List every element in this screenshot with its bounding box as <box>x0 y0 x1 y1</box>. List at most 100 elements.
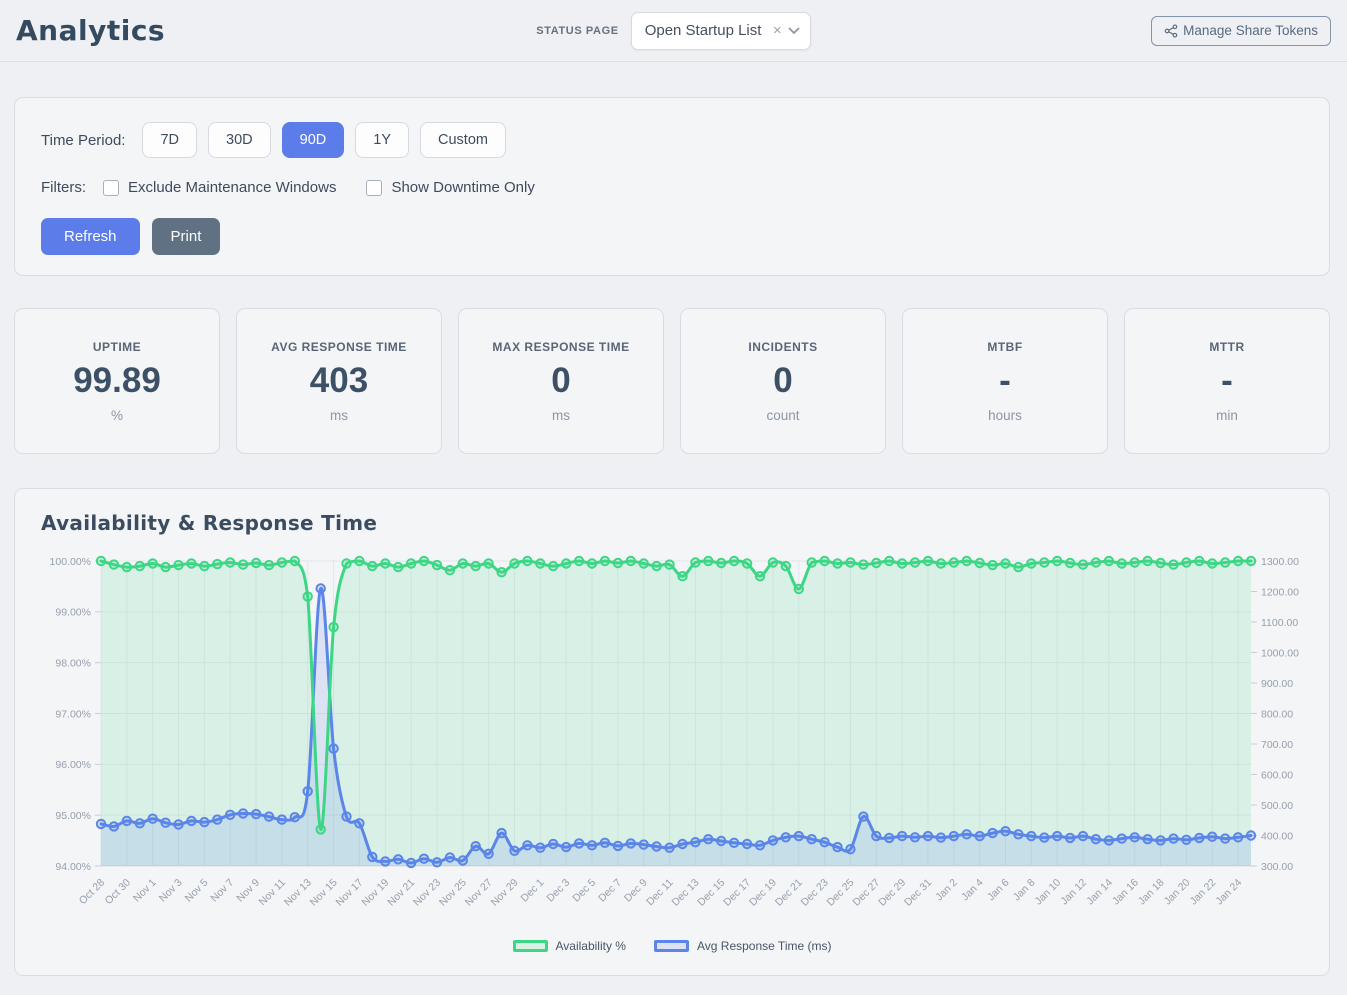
x-axis-tick-label: Nov 15 <box>308 877 340 909</box>
time-period-row: Time Period: 7D 30D 90D 1Y Custom <box>41 122 1303 158</box>
manage-share-tokens-button[interactable]: Manage Share Tokens <box>1151 15 1331 46</box>
data-point-availability <box>664 559 675 570</box>
data-point-availability <box>754 571 766 582</box>
stat-value: - <box>999 360 1011 400</box>
stat-unit: ms <box>552 407 570 423</box>
x-axis-tick-label: Dec 27 <box>850 877 882 909</box>
time-period-button-90d[interactable]: 90D <box>281 122 345 158</box>
data-point-availability <box>341 558 352 569</box>
data-point-avg-response-time-ms <box>483 848 494 859</box>
x-axis-tick-label: Dec 19 <box>747 877 779 909</box>
time-period-button-1y[interactable]: 1Y <box>355 122 409 158</box>
data-point-availability <box>1181 557 1192 568</box>
data-point-avg-response-time-ms <box>806 834 817 845</box>
checkbox-show-downtime-only[interactable]: Show Downtime Only <box>366 179 535 196</box>
data-point-availability <box>832 558 843 569</box>
stat-value: 99.89 <box>73 360 161 400</box>
checkbox-exclude-maintenance-windows[interactable]: Exclude Maintenance Windows <box>103 179 336 196</box>
legend-item-availability[interactable]: Availability % <box>512 939 626 953</box>
data-point-avg-response-time-ms <box>651 841 662 852</box>
data-point-availability <box>276 557 288 568</box>
chevron-down-icon[interactable] <box>788 27 800 35</box>
time-period-button-7d[interactable]: 7D <box>142 122 198 158</box>
x-axis-tick-label: Jan 2 <box>933 877 960 904</box>
data-point-availability <box>935 558 947 569</box>
stat-unit: min <box>1216 407 1238 423</box>
checkbox-box[interactable] <box>366 179 383 196</box>
data-point-availability <box>586 558 598 569</box>
checkbox-box[interactable] <box>103 179 119 196</box>
data-point-avg-response-time-ms <box>1077 830 1089 842</box>
data-point-availability <box>1245 555 1257 567</box>
data-point-avg-response-time-ms <box>250 808 262 820</box>
status-page-group: STATUS PAGE Open Startup List × <box>536 11 811 50</box>
clear-selection-icon[interactable]: × <box>772 22 782 39</box>
data-point-availability <box>651 560 662 572</box>
data-point-availability <box>780 560 791 572</box>
data-point-avg-response-time-ms <box>341 811 352 822</box>
x-axis-tick-label: Dec 17 <box>721 877 753 909</box>
x-axis-tick-label: Jan 6 <box>985 877 1012 904</box>
data-point-availability <box>871 557 882 569</box>
stat-unit: hours <box>988 407 1022 423</box>
data-point-availability <box>483 558 494 569</box>
y-left-tick-label: 95.00% <box>55 810 91 822</box>
data-point-avg-response-time-ms <box>354 818 365 829</box>
data-point-avg-response-time-ms <box>121 815 133 827</box>
data-point-availability <box>457 558 468 569</box>
data-point-availability <box>1064 557 1076 569</box>
data-point-avg-response-time-ms <box>819 837 830 848</box>
data-point-availability <box>212 558 223 570</box>
y-left-tick-label: 96.00% <box>55 759 91 771</box>
data-point-avg-response-time-ms <box>1168 833 1179 844</box>
data-point-avg-response-time-ms <box>418 853 430 864</box>
x-axis-tick-label: Dec 23 <box>799 877 831 909</box>
y-right-tick-label: 700.00 <box>1261 739 1293 751</box>
stat-card-mttr: MTTR - min <box>1124 308 1330 454</box>
data-point-availability <box>199 560 210 572</box>
data-point-availability <box>858 559 869 570</box>
data-point-availability <box>1039 557 1050 568</box>
data-point-availability <box>948 557 959 568</box>
time-period-button-30d[interactable]: 30D <box>208 122 271 158</box>
status-page-select[interactable]: Open Startup List × <box>630 11 811 50</box>
data-point-availability <box>95 555 107 567</box>
data-point-availability <box>302 591 313 602</box>
data-point-avg-response-time-ms <box>845 844 856 855</box>
print-button[interactable]: Print <box>151 218 221 255</box>
refresh-button[interactable]: Refresh <box>41 218 140 255</box>
data-point-avg-response-time-ms <box>212 814 223 825</box>
legend-item-avg-response-time-ms[interactable]: Avg Response Time (ms) <box>653 939 831 953</box>
data-point-availability <box>819 555 830 567</box>
y-left-tick-label: 94.00% <box>55 861 91 873</box>
time-period-label: Time Period: <box>41 131 126 149</box>
analytics-title: Analytics <box>16 14 166 47</box>
data-point-avg-response-time-ms <box>1220 833 1231 844</box>
data-point-availability <box>1077 559 1089 570</box>
time-period-button-custom[interactable]: Custom <box>420 122 506 158</box>
data-point-avg-response-time-ms <box>664 842 675 853</box>
data-point-avg-response-time-ms <box>961 829 972 840</box>
data-point-avg-response-time-ms <box>431 857 443 868</box>
x-axis-tick-label: Dec 21 <box>773 877 805 909</box>
x-axis-tick-label: Dec 7 <box>596 877 624 905</box>
data-point-avg-response-time-ms <box>690 837 701 848</box>
data-point-availability <box>173 559 184 571</box>
data-point-availability <box>470 560 481 572</box>
data-point-availability <box>237 559 249 570</box>
x-axis-tick-label: Dec 3 <box>544 877 572 905</box>
data-point-avg-response-time-ms <box>1207 831 1218 842</box>
data-point-avg-response-time-ms <box>548 838 559 850</box>
data-point-availability <box>263 559 275 571</box>
data-point-availability <box>548 560 559 572</box>
checkbox-label: Show Downtime Only <box>391 179 535 196</box>
x-axis-tick-label: Nov 19 <box>359 877 391 909</box>
y-right-tick-label: 600.00 <box>1261 769 1293 781</box>
y-left-tick-label: 99.00% <box>55 607 91 619</box>
data-point-availability <box>186 558 197 569</box>
data-point-avg-response-time-ms <box>767 835 779 846</box>
stat-unit: % <box>110 407 123 423</box>
data-point-avg-response-time-ms <box>780 832 791 843</box>
status-page-selected-value: Open Startup List <box>644 22 762 39</box>
y-left-tick-label: 98.00% <box>55 657 91 669</box>
